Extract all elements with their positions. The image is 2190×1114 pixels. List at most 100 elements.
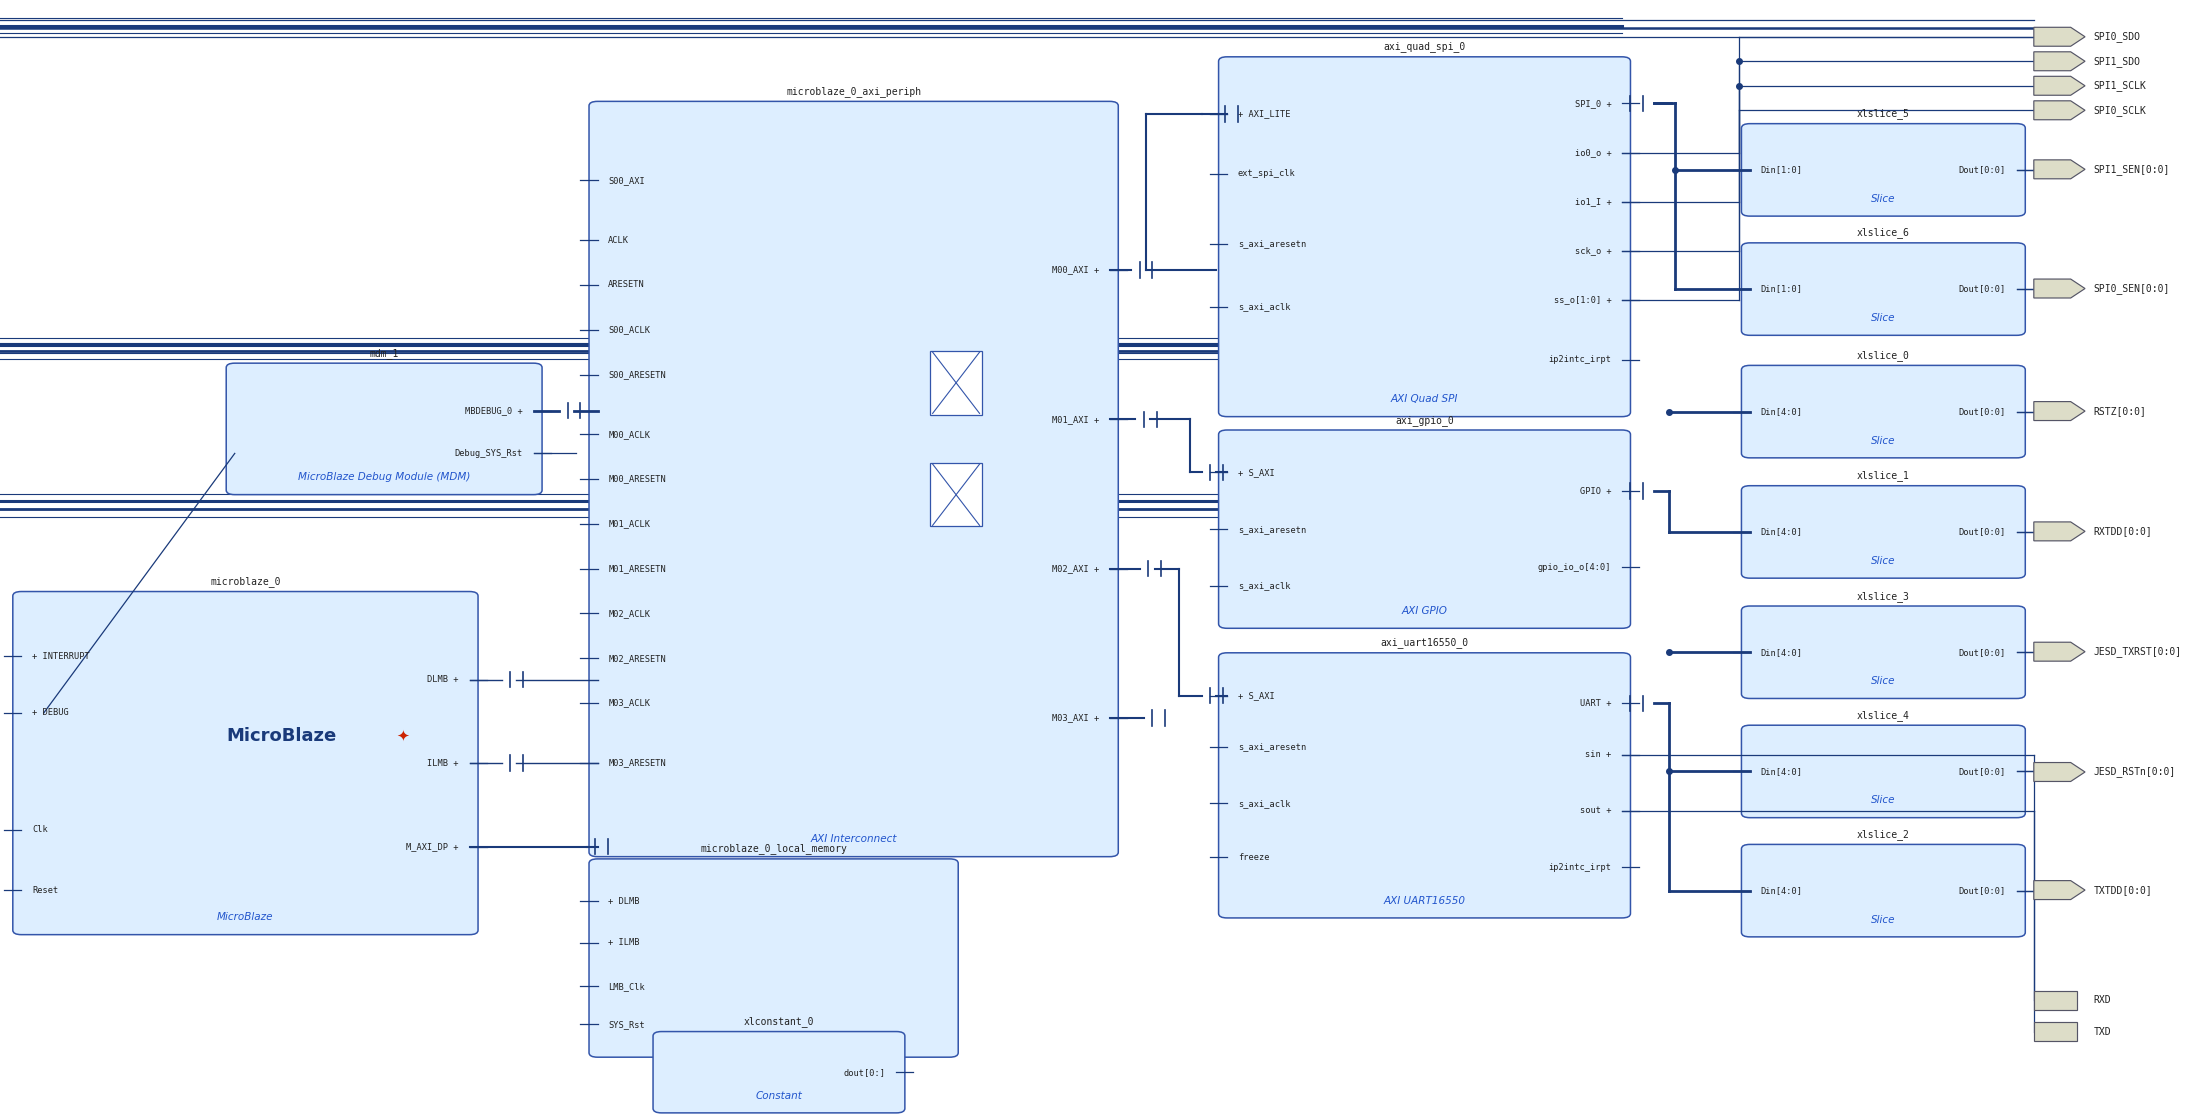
Text: S00_ACLK: S00_ACLK — [609, 325, 650, 334]
Text: JESD_RSTn[0:0]: JESD_RSTn[0:0] — [2094, 766, 2177, 778]
Polygon shape — [2035, 28, 2085, 47]
Text: sout +: sout + — [1579, 807, 1612, 815]
Text: Din[4:0]: Din[4:0] — [1761, 647, 1802, 657]
Text: RXD: RXD — [2094, 996, 2111, 1005]
Text: + DEBUG: + DEBUG — [33, 709, 68, 717]
Polygon shape — [2035, 762, 2085, 782]
Text: xlslice_3: xlslice_3 — [1857, 590, 1910, 602]
FancyBboxPatch shape — [1218, 430, 1632, 628]
Text: SPI0_SDO: SPI0_SDO — [2094, 31, 2140, 42]
FancyBboxPatch shape — [1218, 57, 1632, 417]
Text: M02_AXI +: M02_AXI + — [1051, 564, 1099, 573]
Text: RSTZ[0:0]: RSTZ[0:0] — [2094, 407, 2146, 416]
Text: Dout[0:0]: Dout[0:0] — [1958, 647, 2006, 657]
Text: Slice: Slice — [1870, 676, 1897, 686]
FancyBboxPatch shape — [1741, 844, 2026, 937]
FancyBboxPatch shape — [1741, 243, 2026, 335]
Text: SPI_0 +: SPI_0 + — [1575, 99, 1612, 108]
Text: xlslice_2: xlslice_2 — [1857, 829, 1910, 840]
FancyBboxPatch shape — [1741, 606, 2026, 698]
Text: M01_ARESETN: M01_ARESETN — [609, 564, 666, 573]
Text: LMB_Clk: LMB_Clk — [609, 981, 646, 991]
Text: AXI UART16550: AXI UART16550 — [1384, 896, 1465, 906]
Text: mdm_1: mdm_1 — [370, 348, 399, 359]
FancyBboxPatch shape — [1741, 725, 2026, 818]
Text: io0_o +: io0_o + — [1575, 148, 1612, 157]
Text: ILMB +: ILMB + — [427, 759, 460, 768]
Text: TXTDD[0:0]: TXTDD[0:0] — [2094, 886, 2153, 895]
Text: xlslice_0: xlslice_0 — [1857, 350, 1910, 361]
FancyBboxPatch shape — [589, 101, 1119, 857]
Text: Slice: Slice — [1870, 436, 1897, 446]
Text: s_axi_aclk: s_axi_aclk — [1237, 799, 1290, 808]
Text: M_AXI_DP +: M_AXI_DP + — [407, 842, 460, 851]
Text: + S_AXI: + S_AXI — [1237, 468, 1275, 477]
Text: SPI0_SCLK: SPI0_SCLK — [2094, 105, 2146, 116]
Text: SPI1_SEN[0:0]: SPI1_SEN[0:0] — [2094, 164, 2170, 175]
FancyBboxPatch shape — [13, 592, 477, 935]
Polygon shape — [2035, 101, 2085, 120]
Text: dout[0:]: dout[0:] — [843, 1067, 885, 1077]
Text: s_axi_aclk: s_axi_aclk — [1237, 302, 1290, 312]
FancyBboxPatch shape — [589, 859, 959, 1057]
Text: xlslice_4: xlslice_4 — [1857, 710, 1910, 721]
Text: io1_I +: io1_I + — [1575, 197, 1612, 206]
Polygon shape — [2035, 642, 2085, 661]
Text: AXI Quad SPI: AXI Quad SPI — [1391, 394, 1459, 404]
Text: ✦: ✦ — [396, 729, 410, 744]
Text: + AXI_LITE: + AXI_LITE — [1237, 109, 1290, 118]
Polygon shape — [2035, 521, 2085, 541]
Text: Clk: Clk — [33, 825, 48, 834]
Text: MicroBlaze Debug Module (MDM): MicroBlaze Debug Module (MDM) — [298, 472, 471, 482]
Text: Din[4:0]: Din[4:0] — [1761, 886, 1802, 896]
Text: + ILMB: + ILMB — [609, 938, 639, 947]
Text: S00_ARESETN: S00_ARESETN — [609, 370, 666, 379]
Text: Din[4:0]: Din[4:0] — [1761, 527, 1802, 537]
Text: M02_ARESETN: M02_ARESETN — [609, 654, 666, 663]
Text: Reset: Reset — [33, 886, 59, 895]
Text: Dout[0:0]: Dout[0:0] — [1958, 766, 2006, 776]
Text: ip2intc_irpt: ip2intc_irpt — [1548, 355, 1612, 364]
Text: TXD: TXD — [2094, 1027, 2111, 1036]
Text: AXI Interconnect: AXI Interconnect — [810, 834, 898, 844]
Text: + DLMB: + DLMB — [609, 897, 639, 906]
FancyBboxPatch shape — [1741, 365, 2026, 458]
Text: M01_AXI +: M01_AXI + — [1051, 414, 1099, 423]
Text: M00_AXI +: M00_AXI + — [1051, 265, 1099, 274]
Text: s_axi_aresetn: s_axi_aresetn — [1237, 525, 1305, 534]
Text: microblaze_0_local_memory: microblaze_0_local_memory — [701, 843, 848, 854]
Text: MBDEBUG_0 +: MBDEBUG_0 + — [464, 405, 523, 416]
FancyBboxPatch shape — [1218, 653, 1632, 918]
Text: xlconstant_0: xlconstant_0 — [745, 1016, 815, 1027]
Text: axi_uart16550_0: axi_uart16550_0 — [1380, 637, 1469, 648]
Text: ACLK: ACLK — [609, 236, 629, 245]
Polygon shape — [2035, 1023, 2078, 1040]
Text: Constant: Constant — [756, 1091, 802, 1101]
Text: Slice: Slice — [1870, 313, 1897, 323]
Text: Debug_SYS_Rst: Debug_SYS_Rst — [456, 449, 523, 458]
Text: Slice: Slice — [1870, 194, 1897, 204]
Text: M01_ACLK: M01_ACLK — [609, 519, 650, 528]
Text: SPI0_SEN[0:0]: SPI0_SEN[0:0] — [2094, 283, 2170, 294]
Text: gpio_io_o[4:0]: gpio_io_o[4:0] — [1537, 563, 1612, 571]
Text: ARESETN: ARESETN — [609, 281, 646, 290]
Text: ss_o[1:0] +: ss_o[1:0] + — [1553, 295, 1612, 304]
Text: Din[1:0]: Din[1:0] — [1761, 284, 1802, 294]
Text: S00_AXI: S00_AXI — [609, 176, 646, 185]
Text: s_axi_aclk: s_axi_aclk — [1237, 582, 1290, 590]
Polygon shape — [2035, 280, 2085, 299]
FancyBboxPatch shape — [226, 363, 543, 495]
Text: Din[4:0]: Din[4:0] — [1761, 407, 1802, 417]
Text: M00_ARESETN: M00_ARESETN — [609, 475, 666, 483]
FancyBboxPatch shape — [1741, 486, 2026, 578]
Text: M03_ARESETN: M03_ARESETN — [609, 759, 666, 768]
Text: + INTERRUPT: + INTERRUPT — [33, 652, 90, 661]
Text: Dout[0:0]: Dout[0:0] — [1958, 527, 2006, 537]
Text: Slice: Slice — [1870, 795, 1897, 805]
Text: sck_o +: sck_o + — [1575, 246, 1612, 255]
Text: Dout[0:0]: Dout[0:0] — [1958, 886, 2006, 896]
Polygon shape — [2035, 52, 2085, 71]
Text: MicroBlaze: MicroBlaze — [217, 912, 274, 922]
Text: axi_quad_spi_0: axi_quad_spi_0 — [1384, 41, 1465, 52]
Text: ip2intc_irpt: ip2intc_irpt — [1548, 863, 1612, 872]
